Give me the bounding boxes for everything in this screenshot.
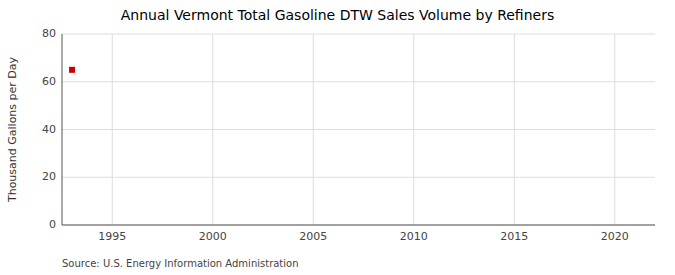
y-tick-label: 60 (42, 75, 56, 88)
chart-container: 0 20 40 60 80 1995 2000 2005 2010 2015 2020 Annual … (0, 0, 675, 275)
x-axis-line (62, 225, 655, 226)
source-note: Source: U.S. Energy Information Administ… (62, 258, 299, 269)
y-grid-line (62, 34, 655, 35)
x-grid-line (313, 34, 314, 225)
grid (62, 34, 655, 225)
x-grid-line (514, 34, 515, 225)
y-grid-line (62, 177, 655, 178)
y-grid-line (62, 81, 655, 82)
y-tick-label: 20 (42, 170, 56, 183)
y-grid-line (62, 225, 655, 226)
x-grid-line (112, 34, 113, 225)
chart-svg: 0 20 40 60 80 1995 2000 2005 2010 2015 2020 Annual … (0, 0, 675, 275)
plot-area (62, 34, 655, 225)
y-grid-line (62, 129, 655, 130)
y-tick-label: 0 (49, 218, 56, 231)
x-tick-label: 1995 (98, 230, 126, 243)
x-grid-line (212, 34, 213, 225)
data-point (69, 67, 75, 73)
data-points (69, 67, 75, 73)
y-axis-line (62, 34, 63, 225)
x-grid-line (614, 34, 615, 225)
x-grid-line (413, 34, 414, 225)
x-tick-label: 2000 (199, 230, 227, 243)
y-tick-label: 40 (42, 123, 56, 136)
x-tick-label: 2010 (400, 230, 428, 243)
x-tick-label: 2005 (299, 230, 327, 243)
chart-title: Annual Vermont Total Gasoline DTW Sales … (121, 7, 554, 23)
y-tick-label: 80 (42, 27, 56, 40)
y-axis-label: Thousand Gallons per Day (6, 56, 19, 203)
x-tick-label: 2020 (601, 230, 629, 243)
x-tick-label: 2015 (500, 230, 528, 243)
